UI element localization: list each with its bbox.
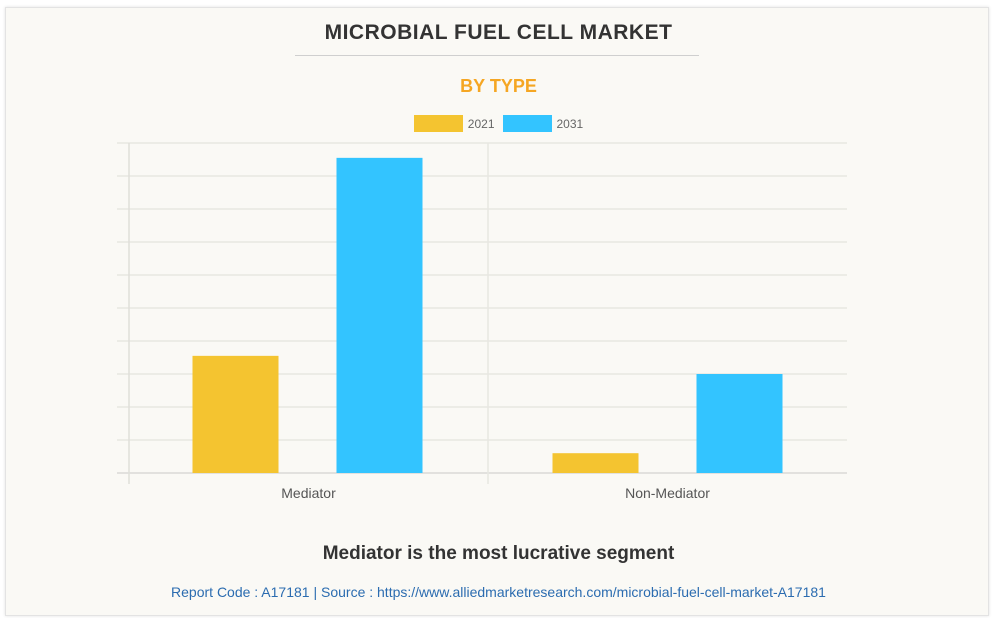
legend-label-2021: 2021: [467, 116, 495, 131]
x-axis-labels: Mediator Non-Mediator: [281, 485, 710, 501]
bar-non-mediator-2021[interactable]: [552, 453, 639, 473]
bar-mediator-2031[interactable]: [336, 157, 423, 473]
legend-swatch-2021: [413, 115, 463, 132]
chart-title: MICROBIAL FUEL CELL MARKET: [324, 21, 673, 44]
footer-headline: Mediator is the most lucrative segment: [322, 543, 675, 564]
x-tick-label: Mediator: [281, 485, 336, 501]
chart-subtitle: BY TYPE: [460, 76, 537, 96]
title-divider: [295, 55, 699, 56]
legend: 2021 2031: [0, 115, 997, 132]
legend-item-2021[interactable]: 2021: [413, 115, 495, 132]
source-link[interactable]: Report Code : A17181 | Source : https://…: [171, 584, 826, 600]
legend-item-2031[interactable]: 2031: [502, 115, 584, 132]
bar-non-mediator-2031[interactable]: [696, 374, 783, 473]
legend-swatch-2031: [502, 115, 552, 132]
bars: [192, 157, 783, 473]
bar-mediator-2021[interactable]: [192, 355, 279, 473]
chart-card: [5, 7, 989, 616]
legend-label-2031: 2031: [556, 116, 584, 131]
x-tick-label: Non-Mediator: [625, 485, 710, 501]
